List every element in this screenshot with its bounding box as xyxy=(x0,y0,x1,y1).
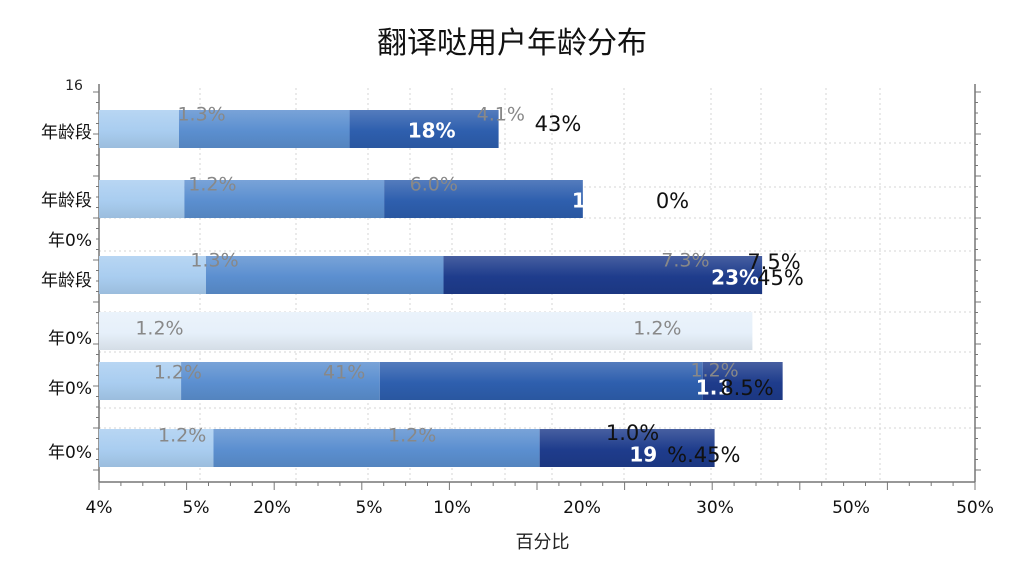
y-tick-label: 年龄段 xyxy=(41,271,92,291)
data-label-bar-2: 1.2% xyxy=(188,174,236,196)
bar-6-segment-3 xyxy=(539,429,715,467)
bar-2-segment-2 xyxy=(184,180,385,218)
data-label-bar-6: 1.2% xyxy=(158,425,206,447)
data-label-bar-1: 1.3% xyxy=(177,104,225,126)
y-tick-label: 年0% xyxy=(48,329,92,349)
y-top-tick-label: 16 xyxy=(65,78,83,94)
data-label-bar-1: 4.1% xyxy=(477,104,525,126)
bars xyxy=(99,110,783,467)
data-label-bar-6: 1.2% xyxy=(388,425,436,447)
data-label-bar-4: 1.2% xyxy=(135,318,183,340)
data-label-bar-3: 7.5% xyxy=(747,250,800,274)
bar-1-segment-1 xyxy=(99,110,179,148)
bar-4-segment-1 xyxy=(99,312,753,350)
data-label-bar-2: 6.0% xyxy=(410,174,458,196)
bar-5-segment-1 xyxy=(99,362,182,400)
chart-title: 翻译哒用户年龄分布 xyxy=(377,26,647,61)
x-tick-label: 50% xyxy=(956,498,994,518)
data-label-bar-6: 19 xyxy=(629,443,657,467)
data-label-bar-5: 41% xyxy=(323,362,365,384)
bar-1-segment-2 xyxy=(178,110,350,148)
x-axis-label: 百分比 xyxy=(515,532,570,553)
x-tick-label: 5% xyxy=(183,498,210,518)
data-label-bar-3: 1.3% xyxy=(190,250,238,272)
data-label-bar-5: 1.2% xyxy=(690,360,738,382)
x-tick-label: 50% xyxy=(832,498,870,518)
x-tick-label: 10% xyxy=(433,498,471,518)
y-tick-label: 年0% xyxy=(48,443,92,463)
x-tick-label: 5% xyxy=(356,498,383,518)
data-labels: 1.3% 4.1% 18% 43% 1.2% 6.0% 15% 0% 1.3% 7.3% 7.5%2… xyxy=(135,104,803,468)
data-label-bar-5: 8.5% xyxy=(720,376,773,400)
x-tick-label: 30% xyxy=(696,498,734,518)
data-label-bar-2: 0% xyxy=(656,189,689,213)
x-tick-label: 4% xyxy=(86,498,113,518)
data-label-bar-3: 45% xyxy=(757,266,804,290)
bar-3-segment-3 xyxy=(443,256,763,294)
bar-6-segment-2 xyxy=(213,429,540,467)
bar-6-segment-1 xyxy=(99,429,214,467)
y-tick-label: 年0% xyxy=(48,379,92,399)
x-tick-label: 20% xyxy=(563,498,601,518)
data-label-bar-1: 43% xyxy=(535,112,582,136)
data-label-bar-4: 1.2% xyxy=(633,318,681,340)
data-label-bar-6: 1.0% xyxy=(606,421,659,445)
x-tick-label: 20% xyxy=(253,498,291,518)
bar-5-segment-3 xyxy=(379,362,703,400)
bar-5-segment-2 xyxy=(181,362,380,400)
y-tick-label: 年龄段 xyxy=(41,191,92,211)
data-label-bar-5: 1.2% xyxy=(154,362,202,384)
y-tick-label: 年龄段 xyxy=(41,123,92,143)
data-label-bar-5: 1.1 xyxy=(696,376,731,400)
bar-5-segment-4 xyxy=(702,362,783,400)
bar-2-segment-1 xyxy=(99,180,185,218)
bar-3-segment-2 xyxy=(205,256,444,294)
bar-3-segment-1 xyxy=(99,256,206,294)
data-label-bar-3: 23% xyxy=(711,266,759,290)
data-label-bar-1: 18% xyxy=(408,119,456,143)
data-label-bar-3: 7.3% xyxy=(661,250,709,272)
data-label-bar-2: 15% xyxy=(572,189,620,213)
data-label-bar-6: %.45% xyxy=(667,443,740,467)
bar-2-segment-3 xyxy=(384,180,583,218)
bar-1-segment-3 xyxy=(349,110,499,148)
y-tick-label: 年0% xyxy=(48,231,92,251)
